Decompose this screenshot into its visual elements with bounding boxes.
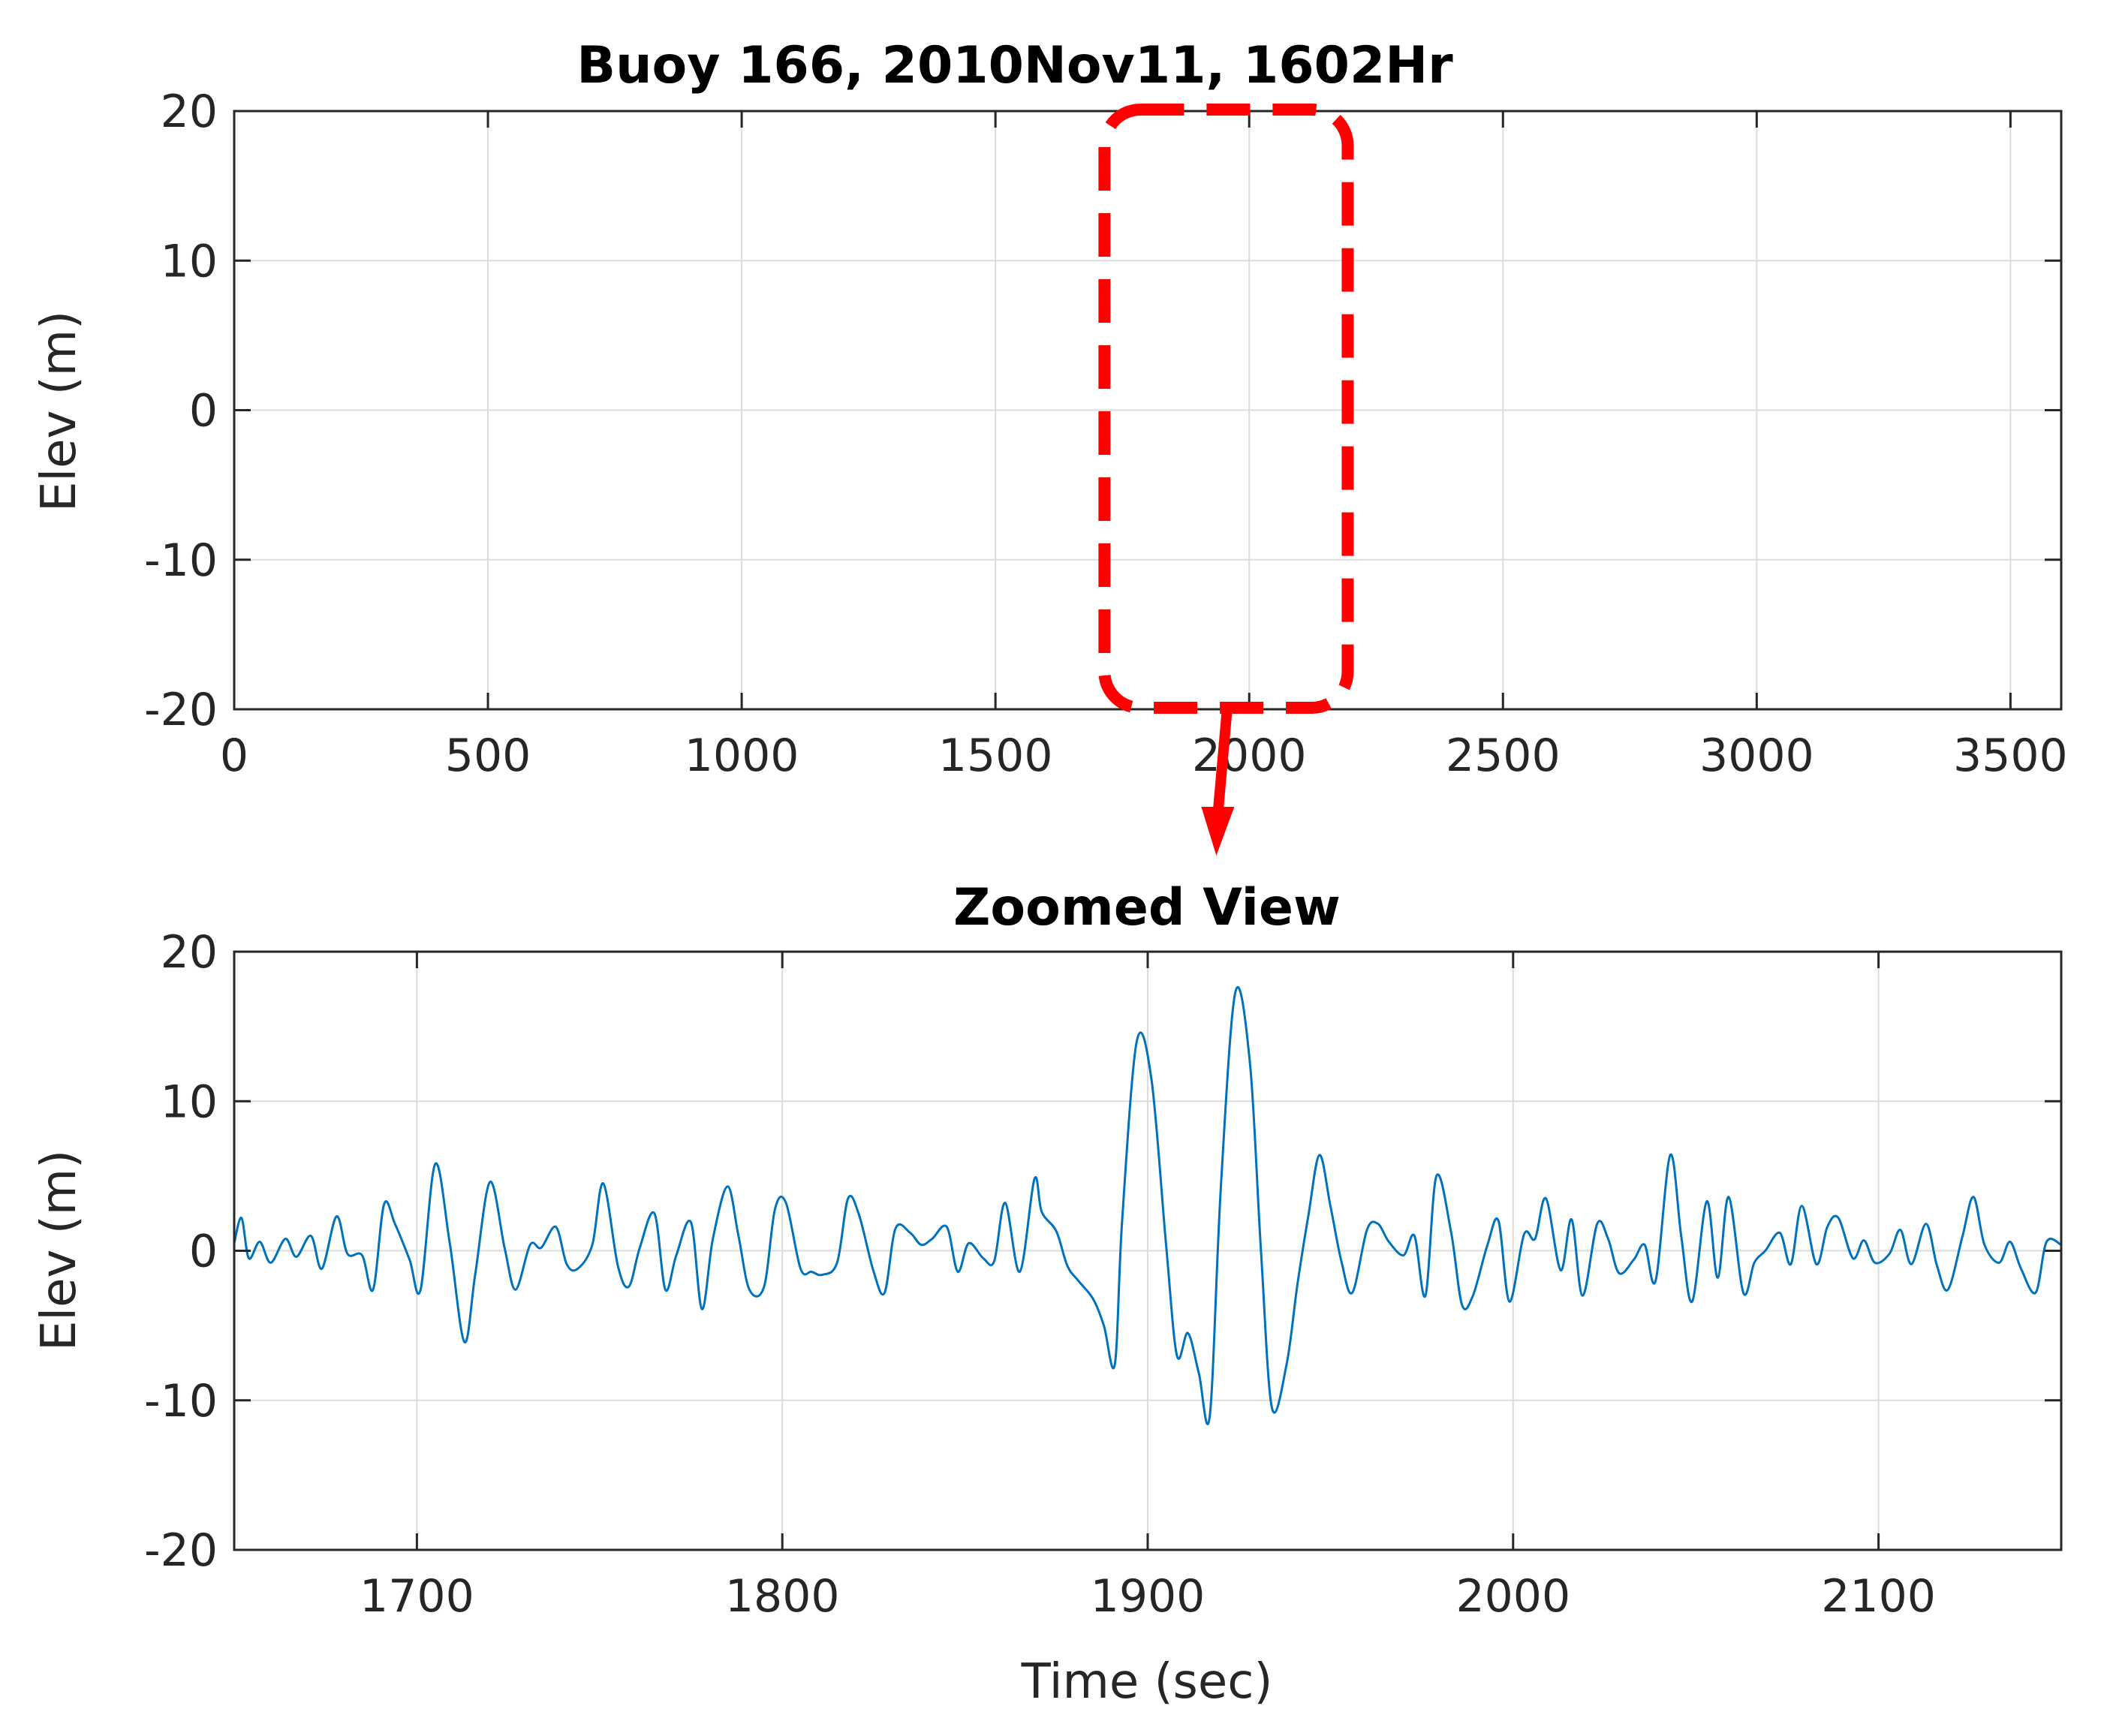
zoomed-series-line [234,985,2061,1425]
overview-x-tick-label: 3500 [1953,730,2068,782]
overview-x-tick-label: 3000 [1699,730,1814,782]
zoomed-x-tick-label: 2100 [1821,1570,1936,1623]
zoomed-x-tick-label: 1800 [725,1570,840,1623]
overview-ticks: 0 500 1000 1500 2000 2500 3000 3500 -20 -10 0 10 20 [144,86,2068,782]
overview-x-tick-label: 1000 [685,730,799,782]
zoom-arrow-head [1201,807,1235,856]
zoomed-y-tick-label: 0 [189,1226,218,1278]
overview-chart: 0 500 1000 1500 2000 2500 3000 3500-20-1001020 … [32,36,2068,856]
overview-x-tick-label: 0 [220,730,248,782]
zoom-highlight [1098,104,1354,856]
zoomed-series [234,985,2061,1425]
zoomed-x-tick-label: 2000 [1455,1570,1570,1623]
overview-x-tick-label: 500 [445,730,531,782]
zoom-arrow-shaft [1212,712,1233,815]
zoomed-y-tick-label: 20 [161,926,218,979]
zoom-highlight-box [1098,104,1354,715]
overview-y-tick-label: 20 [161,86,218,138]
zoomed-y-axis-label: Elev (m) [32,1150,87,1351]
zoomed-title: Zoomed View [953,878,1341,937]
zoomed-y-tick-label: 10 [161,1076,218,1128]
zoomed-x-axis-label: Time (sec) [1021,1654,1273,1710]
zoomed-x-tick-label: 1700 [360,1570,474,1623]
overview-y-tick-label: -10 [144,534,218,587]
overview-y-tick-label: 10 [161,235,218,287]
zoomed-chart: 1700 1800 1900 2000 2100 -20 -10 0 10 20 Zoomed V… [32,878,2063,1710]
overview-y-tick-label: -20 [144,684,218,736]
overview-y-tick-label: 0 [189,385,218,438]
zoomed-y-tick-label: -20 [144,1524,218,1577]
overview-y-axis-label: Elev (m) [32,311,87,512]
zoomed-x-tick-label: 1900 [1091,1570,1206,1623]
overview-x-tick-label: 2500 [1446,730,1561,782]
zoomed-y-tick-label: -10 [144,1375,218,1428]
zoomed-ticks: 1700 1800 1900 2000 2100 -20 -10 0 10 20 [144,926,2061,1623]
overview-x-tick-label: 1500 [938,730,1053,782]
overview-title: Buoy 166, 2010Nov11, 1602Hr [576,36,1453,95]
overview-x-tick-label: 2000 [1192,730,1307,782]
